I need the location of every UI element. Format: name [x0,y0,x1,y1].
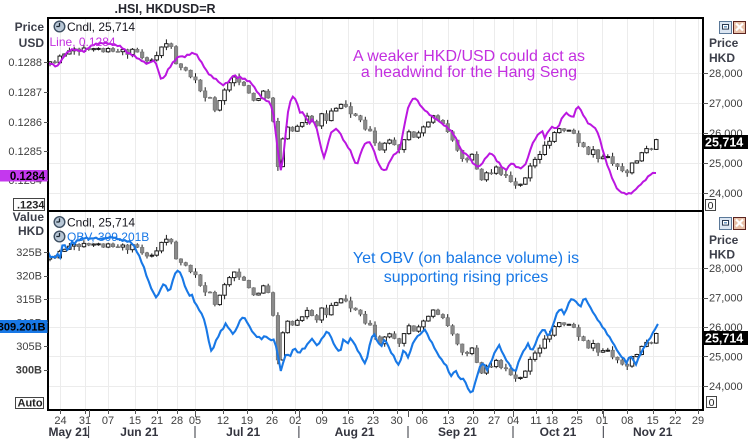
svg-text:A weaker HKD/USD could act as: A weaker HKD/USD could act as [353,48,585,65]
svg-text:Line, 0.1284: Line, 0.1284 [50,35,116,49]
svg-text:325B: 325B [16,247,42,259]
svg-text:06: 06 [416,415,428,427]
svg-text:08: 08 [621,415,633,427]
svg-text:25,714: 25,714 [705,332,743,346]
svg-text:29: 29 [692,415,704,427]
svg-text:09: 09 [316,415,328,427]
svg-text:309.201B: 309.201B [0,322,46,334]
svg-text:26: 26 [266,415,278,427]
svg-text:02: 02 [289,415,301,427]
svg-text:Cndl, 25,714: Cndl, 25,714 [67,20,135,34]
svg-text:Nov 21: Nov 21 [633,425,673,439]
svg-text:27,000: 27,000 [709,293,743,305]
svg-text:supporting rising prices: supporting rising prices [384,269,549,286]
svg-text:04: 04 [507,415,519,427]
svg-text:Sep 21: Sep 21 [438,425,477,439]
svg-text:a headwind for the Hang Seng: a headwind for the Hang Seng [361,64,577,81]
svg-text:May 21: May 21 [48,425,88,439]
svg-text:0.1284: 0.1284 [10,171,46,183]
svg-text:11: 11 [530,415,541,427]
svg-text:Value: Value [13,210,45,224]
svg-text:12: 12 [217,415,229,427]
svg-text:0.1288: 0.1288 [8,57,42,69]
svg-text:USD: USD [19,36,45,50]
svg-text:30: 30 [390,415,402,427]
svg-text:24,000: 24,000 [709,381,743,393]
svg-text:Price: Price [709,36,739,50]
svg-text:16: 16 [342,415,354,427]
svg-text:25,000: 25,000 [709,158,743,170]
svg-text:0: 0 [708,200,714,212]
svg-text:OBV, 309.201B: OBV, 309.201B [67,230,149,244]
svg-text:Oct 21: Oct 21 [540,425,577,439]
svg-text:28,000: 28,000 [709,68,743,80]
svg-text:15: 15 [647,415,659,427]
svg-text:Auto: Auto [18,398,43,410]
svg-text:HKD: HKD [709,51,735,65]
svg-text:Price: Price [15,20,45,34]
svg-text:05: 05 [189,415,201,427]
svg-text:13: 13 [442,415,454,427]
svg-text:24,000: 24,000 [709,188,743,200]
svg-text:22: 22 [669,415,681,427]
svg-text:25,000: 25,000 [709,352,743,364]
svg-text:Price: Price [709,233,739,247]
svg-text:315B: 315B [16,294,42,306]
svg-text:25,714: 25,714 [705,136,743,150]
svg-text:18: 18 [546,415,558,427]
svg-text:31: 31 [79,415,91,427]
svg-text:01: 01 [596,415,608,427]
svg-text:20: 20 [466,415,478,427]
svg-text:07: 07 [102,415,114,427]
svg-text:0.1286: 0.1286 [8,117,42,129]
svg-text:320B: 320B [16,271,42,283]
svg-text:0.1287: 0.1287 [8,87,42,99]
svg-text:.HSI, HKDUSD=R: .HSI, HKDUSD=R [114,2,215,16]
svg-text:.1234: .1234 [17,200,45,212]
svg-text:25: 25 [571,415,583,427]
svg-text:HKD: HKD [709,248,735,262]
svg-text:HKD: HKD [18,224,44,238]
svg-text:300B: 300B [16,365,42,377]
svg-text:24: 24 [54,415,66,427]
svg-text:Jun 21: Jun 21 [120,425,158,439]
svg-text:Jul 21: Jul 21 [226,425,260,439]
svg-text:15: 15 [129,415,141,427]
svg-text:28: 28 [171,415,183,427]
svg-text:Yet OBV (on balance volume) is: Yet OBV (on balance volume) is [353,250,579,267]
svg-text:0: 0 [709,397,715,409]
svg-text:28,000: 28,000 [709,263,743,275]
svg-text:27,000: 27,000 [709,98,743,110]
svg-text:305B: 305B [16,341,42,353]
svg-text:27: 27 [488,415,500,427]
svg-text:23: 23 [367,415,379,427]
svg-text:19: 19 [241,415,253,427]
svg-text:21: 21 [151,415,163,427]
svg-text:Cndl, 25,714: Cndl, 25,714 [67,216,135,230]
svg-text:0.1285: 0.1285 [8,146,42,158]
svg-text:Aug 21: Aug 21 [335,425,375,439]
